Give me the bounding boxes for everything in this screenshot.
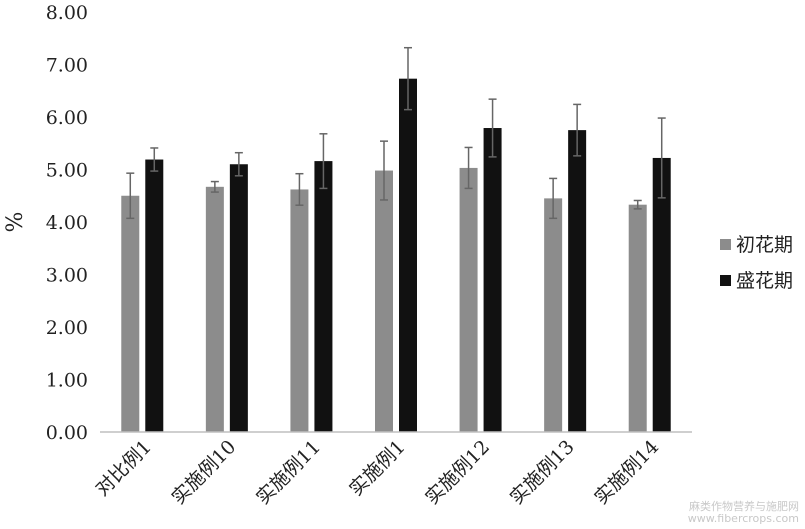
error-bar xyxy=(234,151,243,177)
y-tick-label: 0.00 xyxy=(46,422,88,444)
error-bar xyxy=(380,140,388,201)
bars xyxy=(121,78,671,433)
bar-series2 xyxy=(145,159,164,432)
y-tick-label: 5.00 xyxy=(46,160,88,182)
y-axis-label: % xyxy=(3,212,28,233)
x-tick-label: 实施例1 xyxy=(345,436,409,500)
error-bar xyxy=(549,177,558,220)
bar-series1 xyxy=(375,170,393,433)
legend-swatch xyxy=(720,239,731,250)
error-bar xyxy=(488,98,497,158)
bar-series1 xyxy=(459,167,478,433)
watermark: 麻类作物营养与施肥网 www.fibercrops.com xyxy=(688,501,799,525)
y-tick-label: 7.00 xyxy=(46,55,88,77)
legend-label: 盛花期 xyxy=(736,270,793,292)
watermark-line-1: 麻类作物营养与施肥网 xyxy=(689,500,799,513)
x-tick-label: 实施例11 xyxy=(252,436,325,509)
bar-series2 xyxy=(229,164,248,432)
x-tick-label: 对比例1 xyxy=(91,436,155,500)
error-bar xyxy=(126,172,135,220)
bar-series2 xyxy=(314,161,333,432)
bar-series2 xyxy=(483,128,502,432)
bar-series1 xyxy=(290,189,309,432)
error-bars xyxy=(126,46,666,220)
legend-item: 初花期 xyxy=(720,234,793,256)
legend-label: 初花期 xyxy=(736,234,793,256)
error-bar xyxy=(657,117,666,199)
error-bar xyxy=(319,133,328,190)
y-tick-label: 6.00 xyxy=(46,107,88,129)
error-bar xyxy=(210,180,219,193)
y-tick-label: 1.00 xyxy=(46,370,88,392)
bar-series2 xyxy=(568,130,587,432)
error-bar xyxy=(295,172,304,206)
x-tick-label: 实施例12 xyxy=(421,436,494,509)
y-axis-label-group: % xyxy=(3,212,28,233)
error-bar xyxy=(404,46,412,111)
error-bar xyxy=(464,146,473,190)
y-tick-label: 8.00 xyxy=(46,2,88,24)
error-bar xyxy=(573,103,582,157)
error-bar xyxy=(633,199,642,210)
legend-item: 盛花期 xyxy=(720,270,793,292)
watermark-line-2: www.fibercrops.com xyxy=(687,512,799,525)
x-tick-label: 实施例14 xyxy=(590,436,663,509)
y-axis-ticks: 0.00 1.00 2.00 3.00 4.00 5.00 6.00 7.00 8.00 xyxy=(46,2,88,444)
bar-series2 xyxy=(652,157,671,432)
bar-series1 xyxy=(205,186,224,432)
x-axis-tick-labels: 对比例1 实施例10 实施例11 实施例1 实施例12 实施例13 实施例14 xyxy=(91,436,663,509)
bar-series2 xyxy=(399,78,417,433)
x-tick-label: 实施例13 xyxy=(506,436,579,509)
bar-series1 xyxy=(544,198,563,432)
error-bar xyxy=(150,147,159,172)
y-tick-label: 3.00 xyxy=(46,265,88,287)
bar-series1 xyxy=(628,204,647,432)
bar-series1 xyxy=(121,195,140,432)
y-tick-label: 4.00 xyxy=(46,212,88,234)
x-tick-label: 实施例10 xyxy=(167,436,240,509)
legend-swatch xyxy=(720,275,731,286)
y-tick-label: 2.00 xyxy=(46,317,88,339)
